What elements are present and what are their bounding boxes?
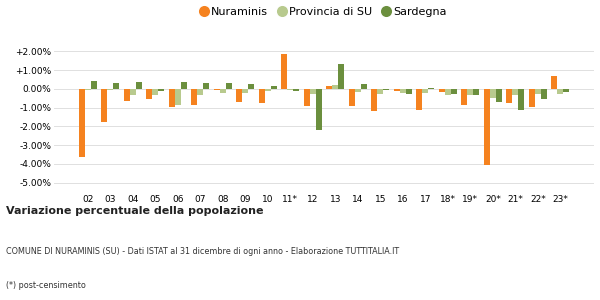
Text: (*) post-censimento: (*) post-censimento <box>6 280 86 290</box>
Bar <box>394 89 400 91</box>
Bar <box>439 89 445 92</box>
Text: Variazione percentuale della popolazione: Variazione percentuale della popolazione <box>6 206 263 215</box>
Bar <box>124 89 130 101</box>
Bar <box>293 89 299 91</box>
Bar <box>203 83 209 89</box>
Bar <box>332 85 338 89</box>
Bar <box>445 89 451 95</box>
Bar <box>506 89 512 103</box>
Bar <box>529 89 535 107</box>
Bar <box>484 89 490 165</box>
Legend: Nuraminis, Provincia di SU, Sardegna: Nuraminis, Provincia di SU, Sardegna <box>197 3 451 21</box>
Bar <box>349 89 355 106</box>
Bar <box>310 89 316 94</box>
Bar <box>169 89 175 107</box>
Bar <box>85 89 91 90</box>
Bar <box>146 89 152 99</box>
Bar <box>236 89 242 102</box>
Bar <box>496 89 502 102</box>
Bar <box>371 89 377 111</box>
Bar <box>467 89 473 95</box>
Bar <box>355 89 361 92</box>
Bar <box>136 82 142 89</box>
Bar <box>383 89 389 90</box>
Bar <box>101 89 107 122</box>
Bar <box>551 76 557 89</box>
Bar <box>541 89 547 99</box>
Bar <box>214 89 220 90</box>
Bar <box>428 88 434 89</box>
Bar <box>79 89 85 157</box>
Bar <box>304 89 310 106</box>
Bar <box>175 89 181 105</box>
Bar <box>316 89 322 130</box>
Bar <box>422 89 428 93</box>
Bar <box>181 82 187 89</box>
Bar <box>535 89 541 94</box>
Bar <box>451 89 457 94</box>
Bar <box>152 89 158 94</box>
Bar <box>400 89 406 93</box>
Bar <box>248 84 254 89</box>
Bar <box>158 89 164 91</box>
Bar <box>512 89 518 94</box>
Bar <box>130 89 136 95</box>
Bar <box>326 86 332 89</box>
Bar <box>265 89 271 91</box>
Bar <box>226 83 232 89</box>
Bar <box>416 89 422 110</box>
Bar <box>563 89 569 92</box>
Bar <box>107 89 113 90</box>
Bar <box>287 89 293 90</box>
Bar <box>113 83 119 89</box>
Bar <box>91 81 97 89</box>
Bar <box>557 89 563 94</box>
Bar <box>338 64 344 89</box>
Bar <box>406 89 412 94</box>
Bar <box>473 89 479 94</box>
Text: COMUNE DI NURAMINIS (SU) - Dati ISTAT al 31 dicembre di ogni anno - Elaborazione: COMUNE DI NURAMINIS (SU) - Dati ISTAT al… <box>6 248 399 256</box>
Bar <box>242 89 248 93</box>
Bar <box>259 89 265 103</box>
Bar <box>490 89 496 98</box>
Bar <box>518 89 524 110</box>
Bar <box>461 89 467 105</box>
Bar <box>361 84 367 89</box>
Bar <box>281 54 287 89</box>
Bar <box>271 86 277 89</box>
Bar <box>377 89 383 94</box>
Bar <box>197 89 203 94</box>
Bar <box>220 89 226 93</box>
Bar <box>191 89 197 105</box>
